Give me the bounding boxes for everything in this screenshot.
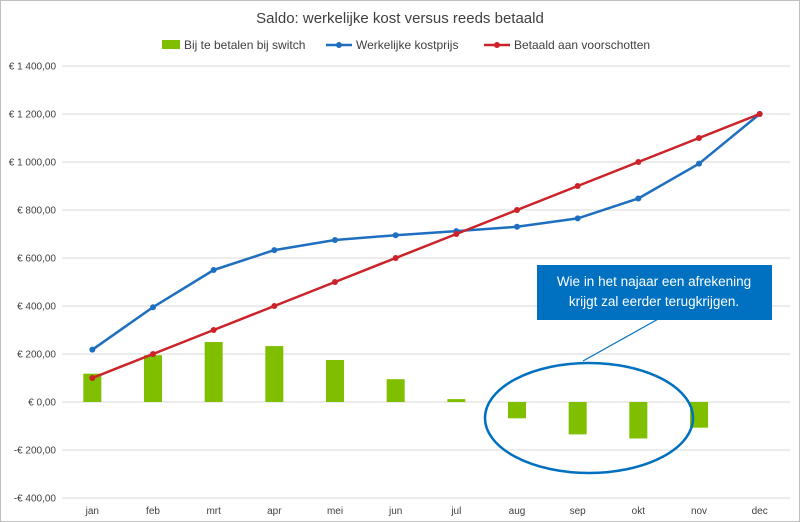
y-tick-label: -€ 200,00 — [14, 446, 57, 457]
x-tick-label: dec — [752, 506, 768, 517]
bar — [386, 379, 405, 402]
data-point — [150, 304, 156, 311]
data-point — [514, 207, 520, 213]
y-tick-label: € 1 000,00 — [9, 158, 57, 169]
x-tick-label: jun — [388, 506, 402, 517]
x-tick-label: feb — [146, 506, 160, 517]
bar — [690, 402, 708, 428]
bar — [204, 342, 223, 402]
data-point — [756, 111, 763, 117]
x-tick-label: nov — [691, 506, 707, 517]
series-line — [91, 113, 761, 351]
y-tick-label: € 200,00 — [17, 350, 56, 361]
data-point — [271, 247, 278, 254]
data-point — [574, 183, 581, 189]
legend-label: Werkelijke kostprijs — [356, 38, 458, 52]
bar-series — [83, 342, 708, 439]
y-tick-label: € 600,00 — [17, 254, 56, 265]
bar — [326, 360, 344, 402]
bar — [568, 402, 587, 435]
data-point — [635, 159, 642, 165]
data-point — [696, 135, 702, 141]
x-tick-label: jan — [85, 506, 99, 517]
y-tick-label: € 400,00 — [17, 302, 56, 313]
chart-legend: Bij te betalen bij switch Werkelijke kost… — [162, 38, 650, 52]
y-tick-label: € 1 200,00 — [9, 110, 57, 121]
data-point — [89, 346, 96, 353]
data-point — [210, 267, 217, 273]
x-tick-label: mei — [327, 506, 343, 517]
annotation-box — [537, 265, 772, 320]
data-point — [453, 231, 460, 237]
annotation: Wie in het najaar een afrekening krijgt … — [483, 265, 772, 475]
bar — [508, 402, 526, 419]
chart-title: Saldo: werkelijke kost versus reeds beta… — [256, 10, 544, 27]
annotation-pointer — [582, 317, 661, 362]
bar — [265, 346, 284, 402]
x-tick-label: sep — [570, 506, 587, 517]
data-point — [210, 327, 217, 333]
bar — [83, 373, 102, 402]
data-point — [150, 351, 156, 357]
y-axis-ticks: -€ 400,00 -€ 200,00 € 0,00 € 200,00 € 400,00… — [9, 62, 57, 505]
legend-label: Bij te betalen bij switch — [184, 38, 305, 52]
x-tick-label: okt — [632, 506, 646, 517]
x-tick-label: jul — [450, 506, 461, 517]
legend-label: Betaald aan voorschotten — [514, 38, 650, 52]
data-point — [635, 195, 642, 202]
gridlines — [62, 65, 790, 499]
x-tick-label: mrt — [206, 506, 221, 517]
data-point — [392, 232, 399, 239]
series-line — [91, 112, 761, 380]
legend-swatch — [162, 40, 180, 49]
data-point — [696, 160, 702, 167]
legend-marker — [336, 42, 342, 48]
y-tick-label: € 1 400,00 — [9, 62, 57, 73]
x-tick-label: apr — [267, 506, 282, 517]
x-tick-label: aug — [509, 506, 526, 517]
data-point — [332, 279, 338, 285]
annotation-ellipse — [483, 361, 695, 475]
bar — [447, 399, 466, 402]
data-point — [392, 255, 399, 261]
y-tick-label: € 800,00 — [17, 206, 56, 217]
bar — [629, 402, 648, 439]
data-point — [514, 223, 520, 230]
line-series — [89, 111, 763, 381]
data-point — [574, 215, 581, 222]
data-point — [332, 237, 338, 243]
y-tick-label: € 0,00 — [28, 398, 56, 409]
annotation-line-2: krijgt zal eerder terugkrijgen. — [569, 294, 739, 309]
annotation-line-1: Wie in het najaar een afrekening — [557, 274, 751, 289]
x-axis-ticks: jan feb mrt apr mei jun jul aug sep okt nov dec — [85, 506, 768, 517]
data-point — [89, 375, 96, 381]
y-tick-label: -€ 400,00 — [14, 494, 57, 505]
data-point — [271, 303, 278, 309]
bar — [144, 355, 162, 402]
legend-marker — [494, 42, 500, 48]
